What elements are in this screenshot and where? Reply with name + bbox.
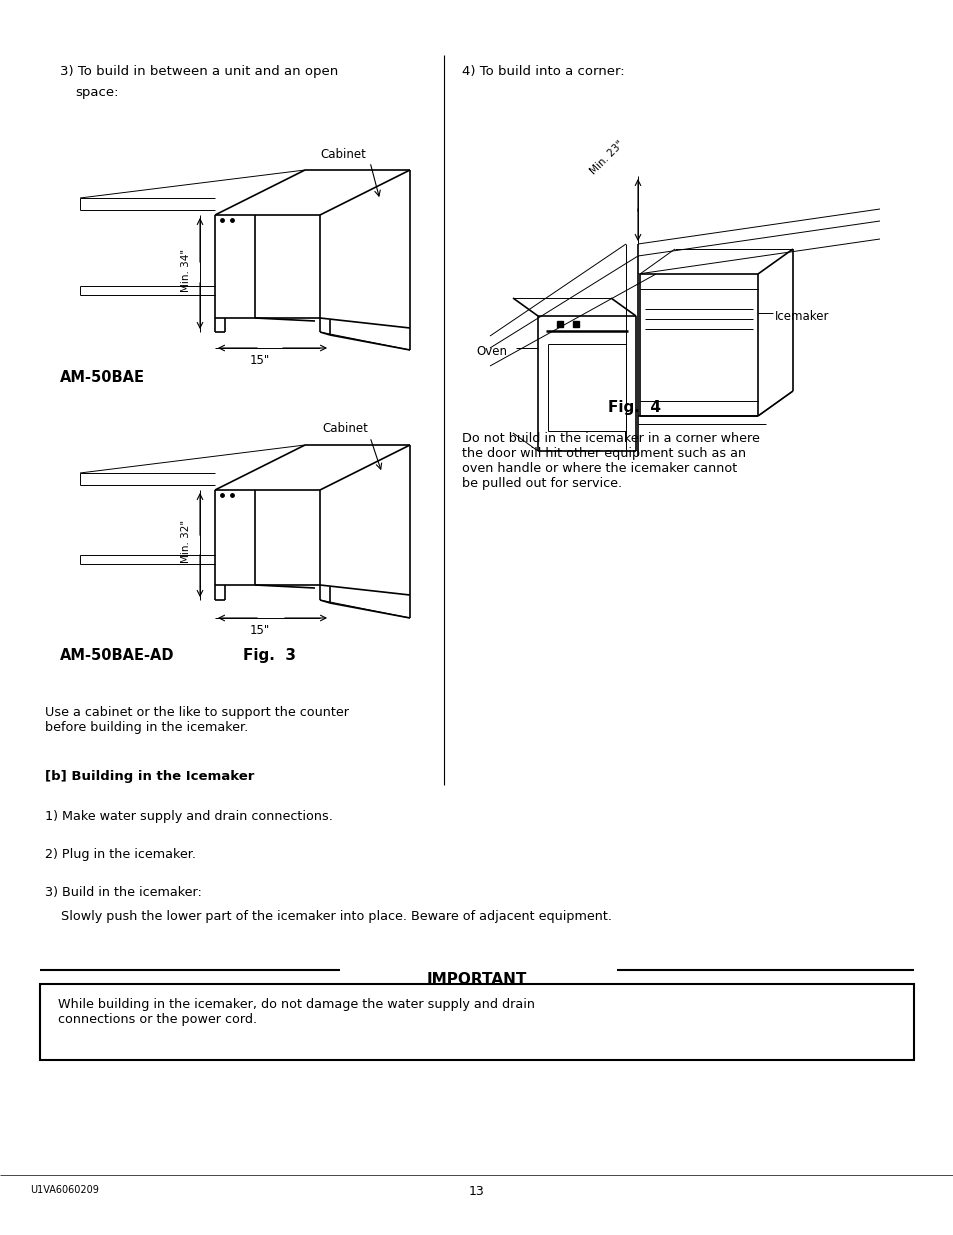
Text: space:: space: <box>75 86 118 99</box>
Text: Icemaker: Icemaker <box>774 310 828 324</box>
Text: Fig.  3: Fig. 3 <box>243 648 296 663</box>
FancyBboxPatch shape <box>40 984 913 1060</box>
Text: 4) To build into a corner:: 4) To build into a corner: <box>461 65 624 78</box>
Text: Cabinet: Cabinet <box>322 422 368 435</box>
Text: While building in the icemaker, do not damage the water supply and drain
connect: While building in the icemaker, do not d… <box>58 998 535 1026</box>
Text: Min. 23": Min. 23" <box>587 138 625 177</box>
Text: 3) Build in the icemaker:: 3) Build in the icemaker: <box>45 885 202 899</box>
Text: 3) To build in between a unit and an open: 3) To build in between a unit and an ope… <box>60 65 338 78</box>
Text: 13: 13 <box>469 1186 484 1198</box>
Text: U1VA6060209: U1VA6060209 <box>30 1186 99 1195</box>
Text: 1) Make water supply and drain connections.: 1) Make water supply and drain connectio… <box>45 810 333 823</box>
Text: AM-50BAE: AM-50BAE <box>60 370 145 385</box>
Text: IMPORTANT: IMPORTANT <box>426 972 527 988</box>
Text: Min. 32": Min. 32" <box>181 520 191 563</box>
Text: Oven: Oven <box>476 345 506 358</box>
Text: 15": 15" <box>250 624 270 637</box>
Text: Cabinet: Cabinet <box>319 148 366 161</box>
Text: AM-50BAE-AD: AM-50BAE-AD <box>60 648 174 663</box>
Text: Do not build in the icemaker in a corner where
the door will hit other equipment: Do not build in the icemaker in a corner… <box>461 432 760 490</box>
Text: Use a cabinet or the like to support the counter
before building in the icemaker: Use a cabinet or the like to support the… <box>45 706 349 734</box>
Text: [b] Building in the Icemaker: [b] Building in the Icemaker <box>45 769 254 783</box>
Text: Fig.  4: Fig. 4 <box>608 400 660 415</box>
Text: 2) Plug in the icemaker.: 2) Plug in the icemaker. <box>45 848 195 861</box>
Text: 15": 15" <box>250 354 270 367</box>
Text: Min. 34": Min. 34" <box>181 248 191 291</box>
Text: Slowly push the lower part of the icemaker into place. Beware of adjacent equipm: Slowly push the lower part of the icemak… <box>45 910 612 923</box>
